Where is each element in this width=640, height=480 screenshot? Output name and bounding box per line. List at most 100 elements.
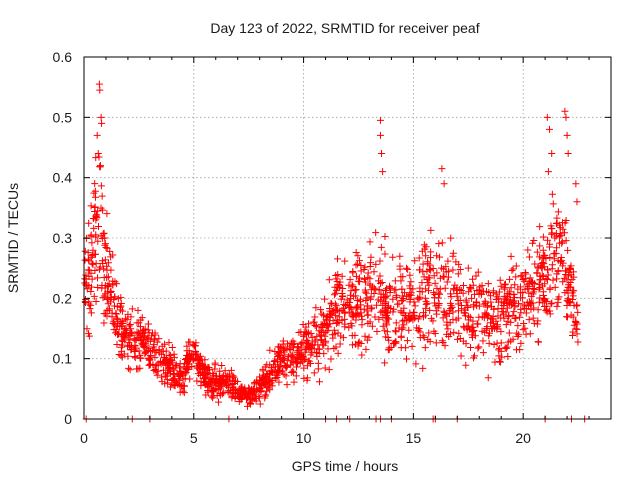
data-point xyxy=(331,289,339,297)
data-point xyxy=(346,291,354,299)
data-point xyxy=(117,300,125,308)
data-point xyxy=(241,384,249,392)
data-point xyxy=(525,253,533,261)
data-point xyxy=(93,131,101,139)
data-point xyxy=(279,337,287,345)
data-point xyxy=(462,298,470,306)
data-point xyxy=(403,355,411,363)
data-point xyxy=(256,384,264,392)
data-point xyxy=(556,233,564,241)
data-point xyxy=(248,387,256,395)
data-point xyxy=(473,320,481,328)
data-point xyxy=(158,373,166,381)
data-point xyxy=(177,368,185,376)
data-point xyxy=(352,311,360,319)
data-point xyxy=(469,281,477,289)
x-tick-label: 20 xyxy=(515,430,531,446)
data-point xyxy=(449,266,457,274)
data-point xyxy=(118,317,126,325)
data-point xyxy=(447,302,455,310)
x-tick-label: 0 xyxy=(80,430,88,446)
data-point xyxy=(422,285,430,293)
data-point xyxy=(549,200,557,208)
data-point xyxy=(259,367,267,375)
data-point xyxy=(132,336,140,344)
data-point xyxy=(462,361,470,369)
data-point xyxy=(474,268,482,276)
data-point xyxy=(513,329,521,337)
data-point xyxy=(332,275,340,283)
data-point xyxy=(235,394,243,402)
data-point xyxy=(315,345,323,353)
data-point xyxy=(335,281,343,289)
data-point xyxy=(511,281,519,289)
data-point xyxy=(282,362,290,370)
data-point xyxy=(444,257,452,265)
data-point xyxy=(259,375,267,383)
data-point xyxy=(457,287,465,295)
data-point xyxy=(104,283,112,291)
data-point xyxy=(389,295,397,303)
data-point xyxy=(530,319,538,327)
data-point xyxy=(128,305,136,313)
data-point xyxy=(489,320,497,328)
data-point xyxy=(218,373,226,381)
data-point xyxy=(336,340,344,348)
data-point xyxy=(319,341,327,349)
data-point xyxy=(267,366,275,374)
data-point xyxy=(409,308,417,316)
data-point xyxy=(460,309,468,317)
data-point xyxy=(324,312,332,320)
data-point xyxy=(538,271,546,279)
y-tick-label: 0.5 xyxy=(53,109,73,125)
data-point xyxy=(539,288,547,296)
data-point xyxy=(529,239,537,247)
data-point xyxy=(107,287,115,295)
data-point xyxy=(444,325,452,333)
data-point xyxy=(160,366,168,374)
data-point xyxy=(514,300,522,308)
data-point xyxy=(90,189,98,197)
data-point xyxy=(184,357,192,365)
data-point xyxy=(397,273,405,281)
data-point xyxy=(563,313,571,321)
data-point xyxy=(406,282,414,290)
data-point xyxy=(274,351,282,359)
data-point xyxy=(377,290,385,298)
x-tick-label: 5 xyxy=(190,430,198,446)
data-point xyxy=(535,298,543,306)
data-point xyxy=(496,358,504,366)
data-point xyxy=(103,266,111,274)
data-point xyxy=(376,272,384,280)
data-point xyxy=(146,356,154,364)
data-point xyxy=(510,308,518,316)
data-point xyxy=(535,253,543,261)
data-point xyxy=(429,265,437,273)
data-point xyxy=(179,375,187,383)
data-point xyxy=(392,291,400,299)
data-point xyxy=(330,326,338,334)
data-point xyxy=(422,243,430,251)
data-point xyxy=(389,253,397,261)
data-point xyxy=(277,358,285,366)
data-point xyxy=(481,328,489,336)
data-point xyxy=(146,360,154,368)
data-point xyxy=(375,315,383,323)
data-point xyxy=(436,285,444,293)
data-point xyxy=(289,367,297,375)
data-point xyxy=(347,287,355,295)
data-point xyxy=(419,260,427,268)
data-point xyxy=(103,312,111,320)
data-point xyxy=(175,377,183,385)
data-point xyxy=(352,286,360,294)
data-point xyxy=(415,295,423,303)
data-point xyxy=(113,340,121,348)
data-point xyxy=(256,400,264,408)
data-point xyxy=(529,314,537,322)
data-point xyxy=(502,294,510,302)
data-point xyxy=(387,343,395,351)
data-point xyxy=(302,346,310,354)
data-point xyxy=(453,286,461,294)
data-point xyxy=(524,246,532,254)
